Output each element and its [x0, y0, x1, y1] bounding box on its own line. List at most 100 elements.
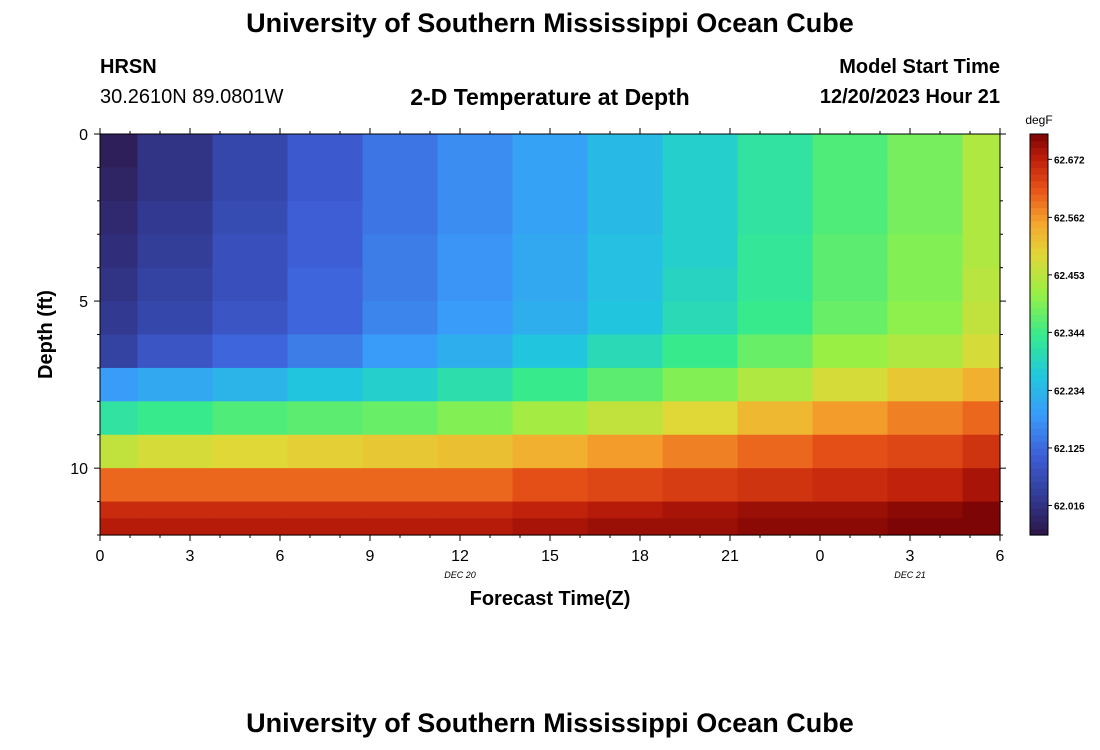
heatmap-cell: [212, 334, 289, 369]
colorbar-tick-label: 62.453: [1054, 271, 1085, 282]
heatmap-cell: [662, 367, 739, 402]
heatmap-cell: [887, 334, 964, 369]
colorbar-segment: [1030, 347, 1048, 356]
heatmap-cell: [737, 401, 814, 436]
heatmap-cell: [362, 501, 439, 519]
heatmap-cell: [362, 200, 439, 235]
heatmap-cell: [962, 301, 1001, 336]
colorbar-tick-label: 62.562: [1054, 213, 1085, 224]
heatmap-cell: [887, 200, 964, 235]
heatmap-cell: [212, 401, 289, 436]
colorbar-segment: [1030, 140, 1048, 148]
colorbar-segment: [1030, 381, 1048, 389]
heatmap-cell: [137, 401, 214, 436]
colorbar-segment: [1030, 494, 1048, 503]
heatmap-cell: [100, 234, 139, 269]
heatmap-cell: [887, 501, 964, 519]
heatmap-cell: [137, 301, 214, 336]
heatmap-cell: [137, 501, 214, 519]
y-axis-label: Depth (ft): [35, 290, 57, 379]
heatmap-cell: [887, 134, 964, 169]
heatmap-cell: [887, 301, 964, 336]
heatmap-cell: [100, 334, 139, 369]
model-start-label: Model Start Time: [839, 56, 1000, 78]
x-tick-label: 3: [186, 548, 195, 565]
colorbar-segment: [1030, 147, 1048, 155]
x-tick-label: 6: [276, 548, 285, 565]
heatmap-cell: [137, 267, 214, 302]
heatmap-cell: [437, 334, 514, 369]
heatmap-cell: [962, 200, 1001, 235]
heatmap-cell: [812, 134, 889, 169]
colorbar-segment: [1030, 207, 1048, 215]
colorbar-segment: [1030, 301, 1048, 309]
heatmap-cell: [100, 367, 139, 402]
heatmap-cell: [137, 434, 214, 469]
x-tick-label: 0: [816, 548, 825, 565]
colorbar-segment: [1030, 274, 1048, 282]
heatmap-cell: [100, 267, 139, 302]
heatmap-cell: [512, 267, 589, 302]
heatmap-cell: [737, 234, 814, 269]
heatmap-cell: [362, 401, 439, 436]
heatmap-cell: [512, 334, 589, 369]
heatmap-cell: [587, 334, 664, 369]
heatmap-cell: [737, 301, 814, 336]
heatmap-cell: [887, 434, 964, 469]
heatmap-cell: [212, 434, 289, 469]
heatmap-cell: [887, 468, 964, 503]
heatmap-cell: [287, 501, 364, 519]
colorbar-segment: [1030, 254, 1048, 262]
heatmap-cell: [737, 468, 814, 503]
heatmap-cell: [512, 167, 589, 202]
heatmap-cell: [287, 134, 364, 169]
heatmap-cell: [512, 200, 589, 235]
colorbar-segment: [1030, 354, 1048, 362]
heatmap-cell: [137, 234, 214, 269]
x-tick-label: 0: [96, 548, 105, 565]
heatmap-cell: [287, 267, 364, 302]
heatmap-cell: [362, 518, 439, 536]
heatmap-cell: [887, 234, 964, 269]
heatmap-cell: [587, 367, 664, 402]
colorbar-segment: [1030, 214, 1048, 222]
heatmap-cell: [437, 267, 514, 302]
heatmap-cell: [662, 501, 739, 519]
heatmap-cell: [587, 267, 664, 302]
heatmap-cells: [100, 134, 1001, 536]
plot-title: 2-D Temperature at Depth: [410, 84, 690, 110]
heatmap-cell: [212, 134, 289, 169]
heatmap-cell: [362, 434, 439, 469]
colorbar-segment: [1030, 187, 1048, 195]
heatmap-cell: [100, 434, 139, 469]
colorbar-segment: [1030, 434, 1048, 443]
colorbar-segment: [1030, 394, 1048, 402]
heatmap-cell: [512, 501, 589, 519]
heatmap-cell: [662, 401, 739, 436]
heatmap-cell: [362, 234, 439, 269]
heatmap-cell: [887, 167, 964, 202]
heatmap-cell: [437, 167, 514, 202]
heatmap-cell: [962, 501, 1001, 519]
heatmap-cell: [812, 501, 889, 519]
colorbar-frame: [1029, 133, 1049, 536]
colorbar-tick-label: 62.125: [1054, 444, 1085, 455]
heatmap-cell: [287, 367, 364, 402]
colorbar-segment: [1030, 260, 1048, 269]
heatmap-cell: [662, 167, 739, 202]
colorbar-segment: [1030, 428, 1048, 436]
heatmap-cell: [587, 501, 664, 519]
x-tick-label: 12: [451, 548, 469, 565]
heatmap-cell: [587, 301, 664, 336]
colorbar-segment: [1030, 240, 1048, 249]
heatmap-cell: [137, 367, 214, 402]
heatmap-cell: [212, 200, 289, 235]
heatmap-cell: [512, 401, 589, 436]
heatmap-cell: [437, 134, 514, 169]
heatmap-cell: [812, 167, 889, 202]
heatmap-cell: [812, 434, 889, 469]
colorbar-segment: [1030, 481, 1048, 489]
colorbar-segment: [1030, 334, 1048, 342]
colorbar-segment: [1030, 408, 1048, 416]
heatmap-cell: [737, 518, 814, 536]
